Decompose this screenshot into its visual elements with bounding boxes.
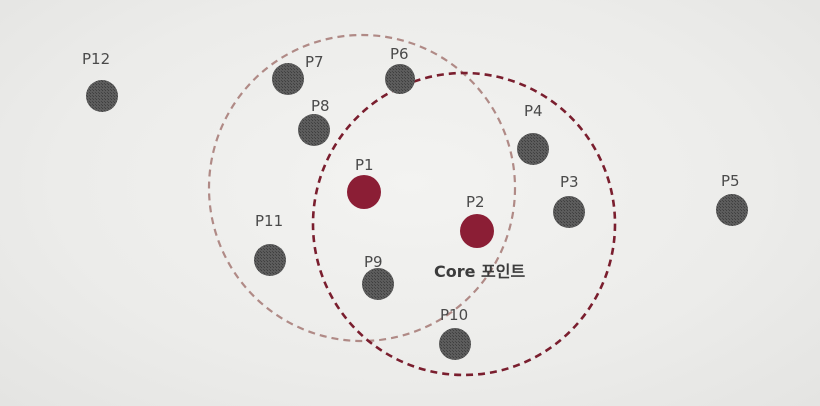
label-p6: P6 — [390, 45, 409, 63]
point-p2 — [460, 214, 494, 248]
point-p9 — [362, 268, 394, 300]
point-p5 — [716, 194, 748, 226]
label-p5: P5 — [721, 172, 740, 190]
label-p7: P7 — [305, 53, 324, 71]
core-point-caption: Core 포인트 — [434, 262, 525, 281]
point-p4 — [517, 133, 549, 165]
neighborhood-circle-p1 — [207, 33, 517, 343]
point-p1 — [347, 175, 381, 209]
neighborhood-circles — [207, 33, 617, 377]
neighborhood-circle-p2 — [311, 71, 617, 377]
label-p8: P8 — [311, 97, 330, 115]
point-p7 — [272, 63, 304, 95]
points — [86, 63, 748, 360]
point-p8 — [298, 114, 330, 146]
label-p1: P1 — [355, 156, 374, 174]
point-p3 — [553, 196, 585, 228]
point-p11 — [254, 244, 286, 276]
point-labels: P12 P7 P6 P8 P4 P1 P3 P5 P2 P11 P9 P10 — [82, 45, 740, 324]
label-p9: P9 — [364, 253, 383, 271]
point-p6 — [385, 64, 415, 94]
label-p10: P10 — [440, 306, 468, 324]
point-p12 — [86, 80, 118, 112]
label-p3: P3 — [560, 173, 579, 191]
label-p12: P12 — [82, 50, 110, 68]
label-p2: P2 — [466, 193, 485, 211]
label-p4: P4 — [524, 102, 543, 120]
point-p10 — [439, 328, 471, 360]
label-p11: P11 — [255, 212, 283, 230]
